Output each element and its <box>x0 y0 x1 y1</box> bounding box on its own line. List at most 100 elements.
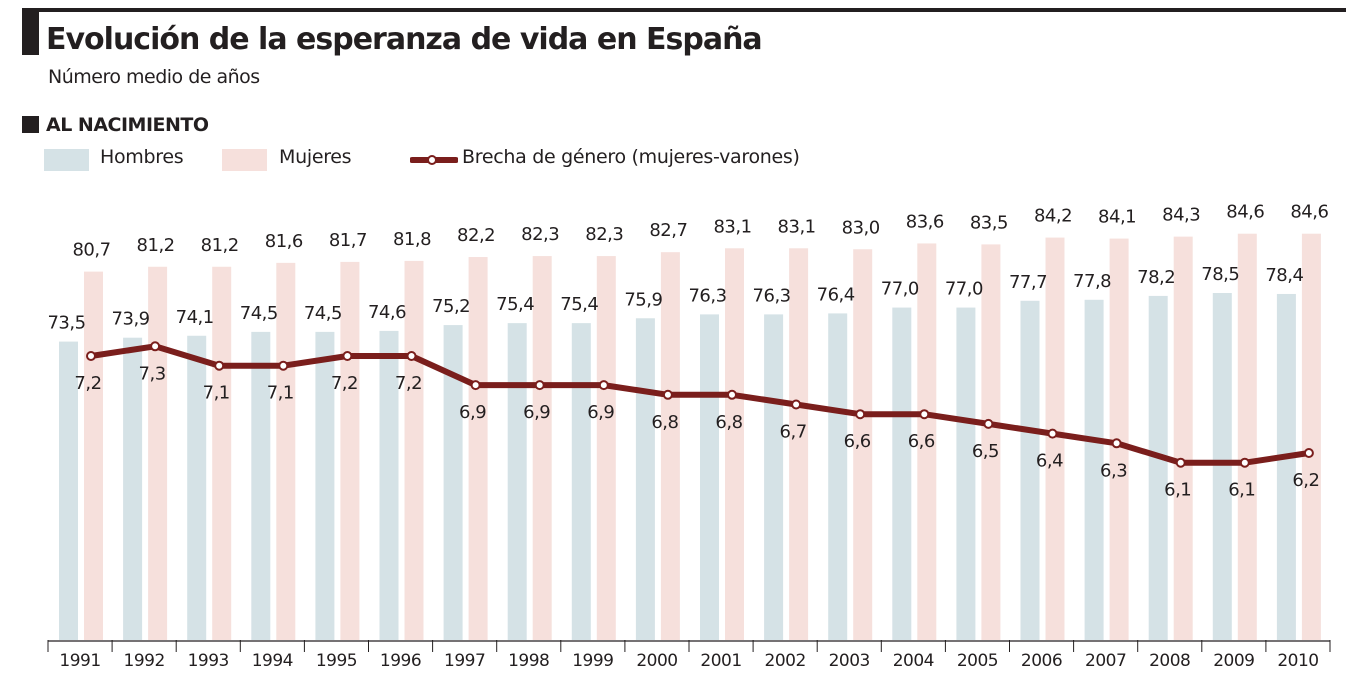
x-tick-label: 1998 <box>508 651 549 671</box>
data-label-mujeres: 83,0 <box>842 217 880 238</box>
data-label-hombres: 73,9 <box>112 309 150 330</box>
bar-hombres-1991 <box>59 341 78 640</box>
data-label-mujeres: 82,2 <box>457 225 495 246</box>
bar-mujeres-2008 <box>1173 236 1193 640</box>
data-label-mujeres: 81,2 <box>137 235 175 256</box>
bar-mujeres-1992 <box>148 266 168 640</box>
bar-mujeres-2010 <box>1301 233 1321 641</box>
bar-mujeres-1996 <box>404 260 424 640</box>
point-brecha-2007 <box>1111 438 1122 449</box>
point-brecha-2010 <box>1303 448 1314 458</box>
data-label-brecha: 6,6 <box>844 431 871 452</box>
x-tick-label: 1996 <box>380 651 421 671</box>
point-brecha-1992 <box>150 341 161 352</box>
bar-hombres-1992 <box>123 337 143 640</box>
legend-label-mujeres: Mujeres <box>279 146 352 168</box>
data-label-hombres: 75,9 <box>624 289 662 310</box>
data-label-hombres: 74,1 <box>176 307 214 328</box>
data-label-brecha: 7,2 <box>395 373 422 394</box>
x-tick-label: 1991 <box>59 651 100 671</box>
title-accent-bar <box>22 8 39 55</box>
point-brecha-2001 <box>727 389 737 400</box>
x-tick-label: 2007 <box>1085 651 1126 671</box>
section-heading: AL NACIMIENTO <box>22 114 209 136</box>
data-label-hombres: 74,5 <box>240 303 278 324</box>
data-label-brecha: 7,2 <box>74 373 101 394</box>
bar-mujeres-2004 <box>917 243 937 640</box>
data-label-hombres: 78,4 <box>1265 265 1303 286</box>
point-brecha-2008 <box>1175 457 1186 468</box>
data-label-brecha: 6,1 <box>1228 480 1255 501</box>
bar-hombres-2002 <box>764 314 784 640</box>
data-label-mujeres: 84,6 <box>1226 202 1264 223</box>
point-brecha-1995 <box>342 351 353 361</box>
data-label-hombres: 73,5 <box>47 313 85 334</box>
data-label-hombres: 77,0 <box>945 279 983 300</box>
data-label-brecha: 6,4 <box>1036 451 1063 472</box>
bar-hombres-1993 <box>187 335 207 640</box>
x-tick-label: 1993 <box>188 651 229 671</box>
data-label-mujeres: 82,3 <box>585 224 623 245</box>
data-label-hombres: 78,2 <box>1137 267 1175 288</box>
data-label-mujeres: 81,2 <box>201 235 239 256</box>
data-label-brecha: 6,2 <box>1292 470 1319 491</box>
bar-mujeres-2005 <box>981 244 1001 640</box>
bar-hombres-2004 <box>892 307 912 640</box>
bar-mujeres-2001 <box>725 248 744 640</box>
line-brecha <box>90 343 1310 466</box>
x-tick-label: 1997 <box>444 651 485 671</box>
bar-mujeres-1999 <box>596 256 616 640</box>
x-tick-label: 2006 <box>1021 651 1062 671</box>
data-label-hombres: 75,2 <box>432 296 470 317</box>
data-label-mujeres: 80,7 <box>72 240 110 261</box>
bar-mujeres-2003 <box>853 249 873 641</box>
legend-swatch-hombres <box>44 149 89 171</box>
data-label-brecha: 7,2 <box>331 373 358 394</box>
data-label-brecha: 6,5 <box>972 441 999 462</box>
bar-hombres-2006 <box>1020 300 1040 640</box>
legend-line-marker-icon <box>410 155 458 165</box>
data-label-mujeres: 83,5 <box>970 212 1008 233</box>
data-label-mujeres: 81,7 <box>329 230 367 251</box>
legend-label-hombres: Hombres <box>100 146 184 168</box>
data-label-brecha: 6,9 <box>459 402 486 423</box>
data-label-brecha: 6,1 <box>1164 480 1191 501</box>
data-label-hombres: 76,3 <box>688 285 726 306</box>
point-brecha-2005 <box>983 418 994 429</box>
x-tick-label: 2009 <box>1213 651 1254 671</box>
bar-mujeres-2000 <box>660 252 680 640</box>
data-label-brecha: 7,1 <box>267 383 294 404</box>
bar-hombres-2010 <box>1276 293 1296 640</box>
chart-subtitle: Número medio de años <box>48 66 260 88</box>
bar-hombres-1994 <box>251 331 271 640</box>
data-label-mujeres: 81,8 <box>393 229 431 250</box>
bar-hombres-2007 <box>1084 299 1104 640</box>
point-brecha-2009 <box>1239 457 1250 468</box>
point-brecha-2000 <box>662 389 673 400</box>
bar-mujeres-1998 <box>532 256 552 640</box>
point-brecha-1993 <box>214 360 225 371</box>
x-tick-label: 2000 <box>636 651 677 671</box>
data-label-mujeres: 81,6 <box>265 231 303 252</box>
bar-hombres-1996 <box>379 330 399 640</box>
bar-hombres-2003 <box>828 313 848 640</box>
x-tick-label: 2010 <box>1277 651 1318 671</box>
bar-hombres-2000 <box>635 318 655 640</box>
point-brecha-1996 <box>406 351 417 361</box>
data-label-mujeres: 84,2 <box>1034 206 1072 227</box>
bar-mujeres-1994 <box>276 262 296 640</box>
data-label-mujeres: 82,7 <box>649 220 687 241</box>
top-rule <box>22 8 1346 12</box>
data-label-hombres: 78,5 <box>1201 264 1239 285</box>
legend-label-brecha: Brecha de género (mujeres-varones) <box>462 146 800 168</box>
data-label-hombres: 74,6 <box>368 302 406 323</box>
bar-mujeres-1991 <box>84 271 103 640</box>
bar-hombres-1999 <box>571 323 591 640</box>
data-label-brecha: 6,7 <box>780 422 807 443</box>
bar-mujeres-1997 <box>468 257 488 640</box>
data-label-brecha: 6,9 <box>587 402 614 423</box>
point-brecha-1994 <box>278 360 289 371</box>
bar-hombres-1997 <box>443 325 463 640</box>
point-brecha-2004 <box>919 409 930 420</box>
